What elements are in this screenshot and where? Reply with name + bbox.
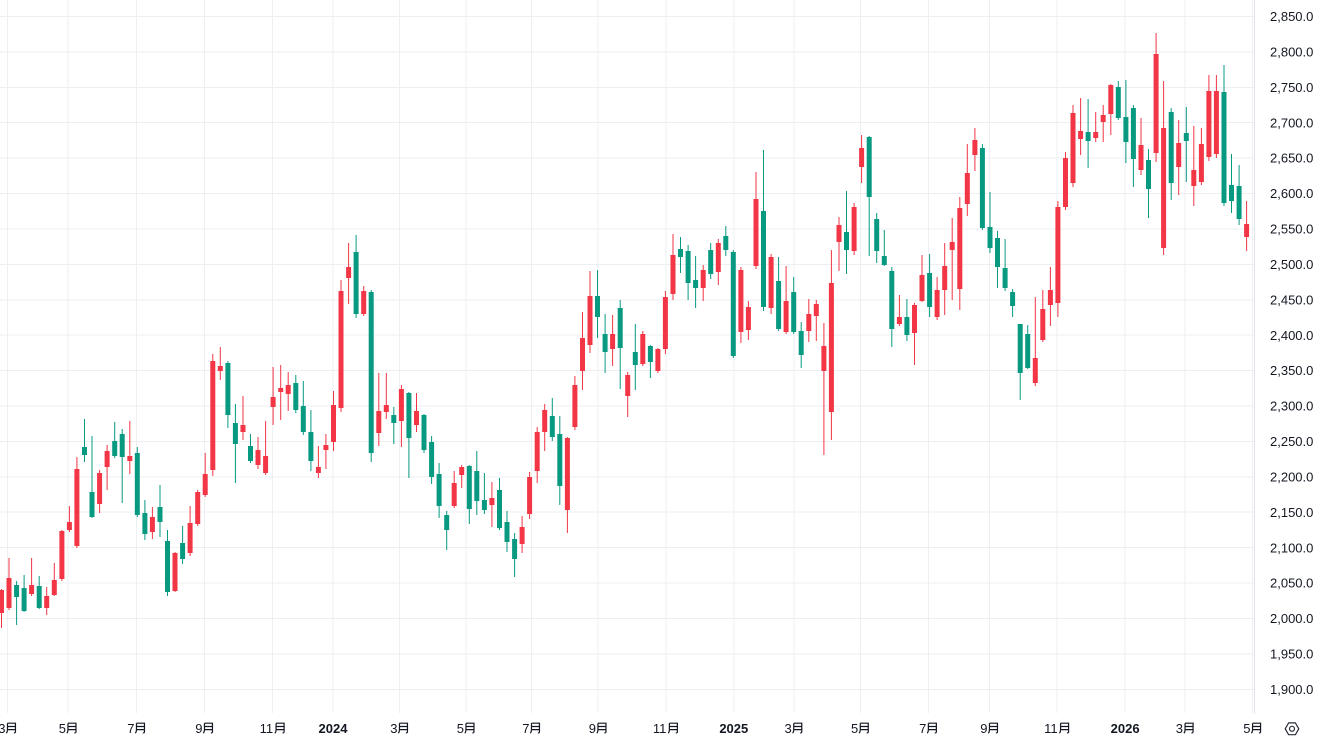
svg-text:9: 9: [589, 721, 596, 736]
svg-text:2,600.0: 2,600.0: [1270, 186, 1313, 201]
svg-text:2,200.0: 2,200.0: [1270, 469, 1313, 484]
svg-text:5: 5: [1243, 721, 1250, 736]
svg-text:2,050.0: 2,050.0: [1270, 576, 1313, 591]
svg-text:5: 5: [59, 721, 66, 736]
svg-text:3: 3: [785, 721, 792, 736]
svg-text:2024: 2024: [319, 721, 349, 736]
svg-text:7: 7: [127, 721, 134, 736]
svg-text:2,650.0: 2,650.0: [1270, 151, 1313, 166]
svg-text:2,100.0: 2,100.0: [1270, 540, 1313, 555]
svg-text:2,750.0: 2,750.0: [1270, 80, 1313, 95]
svg-text:2,300.0: 2,300.0: [1270, 399, 1313, 414]
svg-text:2,000.0: 2,000.0: [1270, 611, 1313, 626]
svg-text:2,800.0: 2,800.0: [1270, 45, 1313, 60]
svg-text:11: 11: [653, 721, 667, 736]
svg-text:1,950.0: 1,950.0: [1270, 647, 1313, 662]
svg-text:5: 5: [851, 721, 858, 736]
svg-text:2,250.0: 2,250.0: [1270, 434, 1313, 449]
svg-text:9: 9: [980, 721, 987, 736]
svg-text:2,350.0: 2,350.0: [1270, 363, 1313, 378]
svg-text:7: 7: [522, 721, 529, 736]
svg-text:5: 5: [457, 721, 464, 736]
svg-text:2,400.0: 2,400.0: [1270, 328, 1313, 343]
svg-text:2,550.0: 2,550.0: [1270, 222, 1313, 237]
svg-text:11: 11: [1044, 721, 1058, 736]
svg-text:2,450.0: 2,450.0: [1270, 292, 1313, 307]
svg-text:2,500.0: 2,500.0: [1270, 257, 1313, 272]
svg-text:1,900.0: 1,900.0: [1270, 682, 1313, 697]
svg-text:11: 11: [260, 721, 274, 736]
svg-text:3: 3: [0, 721, 5, 736]
svg-text:3: 3: [390, 721, 397, 736]
svg-text:2,150.0: 2,150.0: [1270, 505, 1313, 520]
svg-text:3: 3: [1176, 721, 1183, 736]
svg-text:2,700.0: 2,700.0: [1270, 115, 1313, 130]
svg-text:7: 7: [919, 721, 926, 736]
svg-text:2026: 2026: [1111, 721, 1140, 736]
svg-text:9: 9: [195, 721, 202, 736]
svg-text:2,850.0: 2,850.0: [1270, 9, 1313, 24]
svg-text:2025: 2025: [719, 721, 748, 736]
